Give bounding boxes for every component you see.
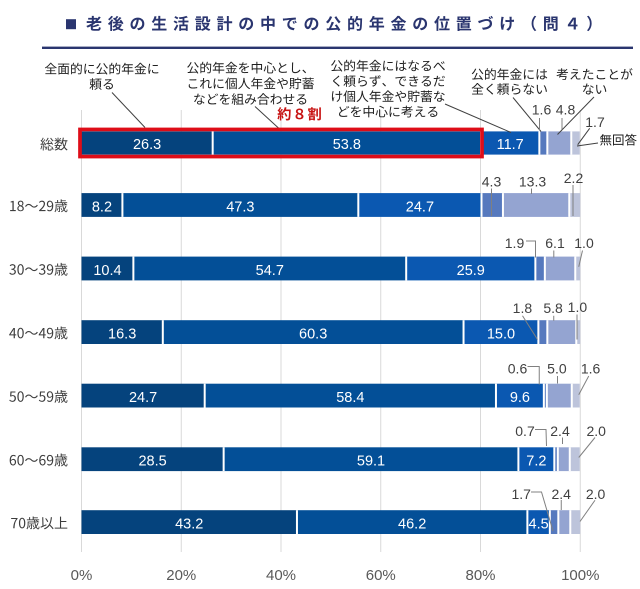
svg-text:28.5: 28.5 xyxy=(138,454,166,470)
svg-text:59.1: 59.1 xyxy=(357,454,385,470)
svg-text:46.2: 46.2 xyxy=(398,516,426,532)
svg-text:1.6: 1.6 xyxy=(532,102,552,118)
svg-text:53.8: 53.8 xyxy=(333,137,361,153)
svg-text:16.3: 16.3 xyxy=(108,326,136,342)
svg-text:100%: 100% xyxy=(561,567,599,584)
svg-text:54.7: 54.7 xyxy=(256,263,284,279)
svg-text:6.1: 6.1 xyxy=(545,235,565,251)
svg-text:13.3: 13.3 xyxy=(519,173,546,189)
svg-text:24.7: 24.7 xyxy=(406,199,434,215)
svg-text:0.7: 0.7 xyxy=(515,423,535,439)
svg-text:1.7: 1.7 xyxy=(511,486,531,502)
svg-text:0%: 0% xyxy=(71,567,93,584)
svg-text:20%: 20% xyxy=(166,567,196,584)
svg-text:10.4: 10.4 xyxy=(93,263,121,279)
svg-text:43.2: 43.2 xyxy=(175,516,203,532)
svg-text:58.4: 58.4 xyxy=(336,390,364,406)
svg-text:1.0: 1.0 xyxy=(568,299,588,315)
svg-text:2.0: 2.0 xyxy=(586,423,606,439)
svg-text:0.6: 0.6 xyxy=(508,361,528,377)
svg-text:2.0: 2.0 xyxy=(586,486,606,502)
svg-text:2.4: 2.4 xyxy=(550,423,570,439)
svg-text:40%: 40% xyxy=(266,567,296,584)
svg-text:7.2: 7.2 xyxy=(526,454,546,470)
svg-text:5.8: 5.8 xyxy=(543,300,563,316)
svg-text:1.6: 1.6 xyxy=(581,361,601,377)
svg-text:11.7: 11.7 xyxy=(497,137,524,153)
svg-text:25.9: 25.9 xyxy=(457,263,485,279)
svg-text:47.3: 47.3 xyxy=(226,199,254,215)
svg-text:2.4: 2.4 xyxy=(551,486,571,502)
svg-text:60.3: 60.3 xyxy=(299,326,327,342)
svg-text:1.0: 1.0 xyxy=(574,235,594,251)
svg-text:4.8: 4.8 xyxy=(556,102,576,118)
svg-text:2.2: 2.2 xyxy=(564,170,584,186)
svg-text:24.7: 24.7 xyxy=(129,390,157,406)
svg-text:5.0: 5.0 xyxy=(547,361,567,377)
svg-text:26.3: 26.3 xyxy=(133,137,161,153)
svg-text:1.8: 1.8 xyxy=(513,300,533,316)
svg-text:15.0: 15.0 xyxy=(487,326,515,342)
svg-text:80%: 80% xyxy=(465,567,495,584)
svg-text:4.5: 4.5 xyxy=(529,516,549,532)
svg-text:1.7: 1.7 xyxy=(585,114,605,130)
svg-text:1.9: 1.9 xyxy=(505,235,525,251)
svg-text:4.3: 4.3 xyxy=(482,173,502,189)
svg-text:60%: 60% xyxy=(366,567,396,584)
svg-text:8.2: 8.2 xyxy=(92,199,112,215)
svg-text:9.6: 9.6 xyxy=(510,390,530,406)
